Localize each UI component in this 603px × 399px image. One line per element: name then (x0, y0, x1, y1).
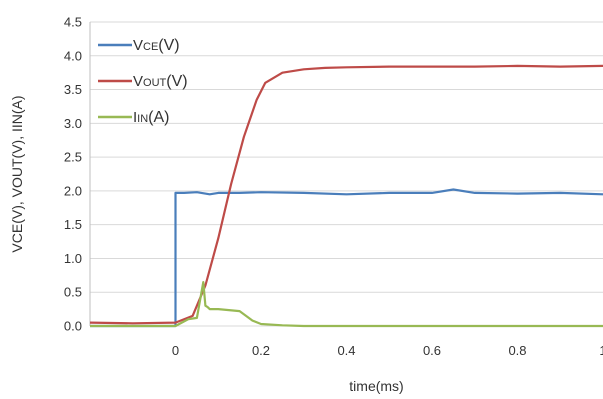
axes: 0.0 0.5 1.0 1.5 2.0 2.5 3.0 3.5 4.0 4.5 0 0.2 0.4 0.6… (64, 15, 603, 359)
x-tick-label: 0.6 (423, 343, 441, 358)
plot-area (89, 64, 603, 328)
legend-label-2: IIN(A) (133, 109, 170, 126)
y-axis-title: VCE(V), VOUT(V), IIN(A) (9, 95, 25, 252)
x-tick-label: 0 (172, 343, 179, 358)
y-tick-label: 4.0 (64, 48, 82, 63)
x-axis-title: time(ms) (349, 378, 403, 394)
y-tick-label: 3.0 (64, 116, 82, 131)
x-tick-label: 0.2 (252, 343, 270, 358)
y-tick-label: 3.5 (64, 82, 82, 97)
y-tick-label: 0.5 (64, 285, 82, 300)
y-tick-label: 2.5 (64, 150, 82, 165)
series-line-1 (89, 64, 603, 325)
series-line-0 (90, 188, 603, 328)
legend: VCE(V) VOUT(V) IIN(A) (98, 37, 188, 126)
legend-label-1: VOUT(V) (133, 73, 188, 90)
y-tick-label: 1.0 (64, 251, 82, 266)
series-line-2 (90, 281, 603, 328)
y-tick-label: 2.0 (64, 183, 82, 198)
x-tick-label: 0.8 (508, 343, 526, 358)
x-tick-label: 1 (599, 343, 603, 358)
y-tick-label: 0.0 (64, 319, 82, 334)
legend-label-0: VCE(V) (133, 37, 180, 54)
y-tick-label: 1.5 (64, 217, 82, 232)
y-tick-label: 4.5 (64, 15, 82, 30)
x-tick-label: 0.4 (337, 343, 355, 358)
